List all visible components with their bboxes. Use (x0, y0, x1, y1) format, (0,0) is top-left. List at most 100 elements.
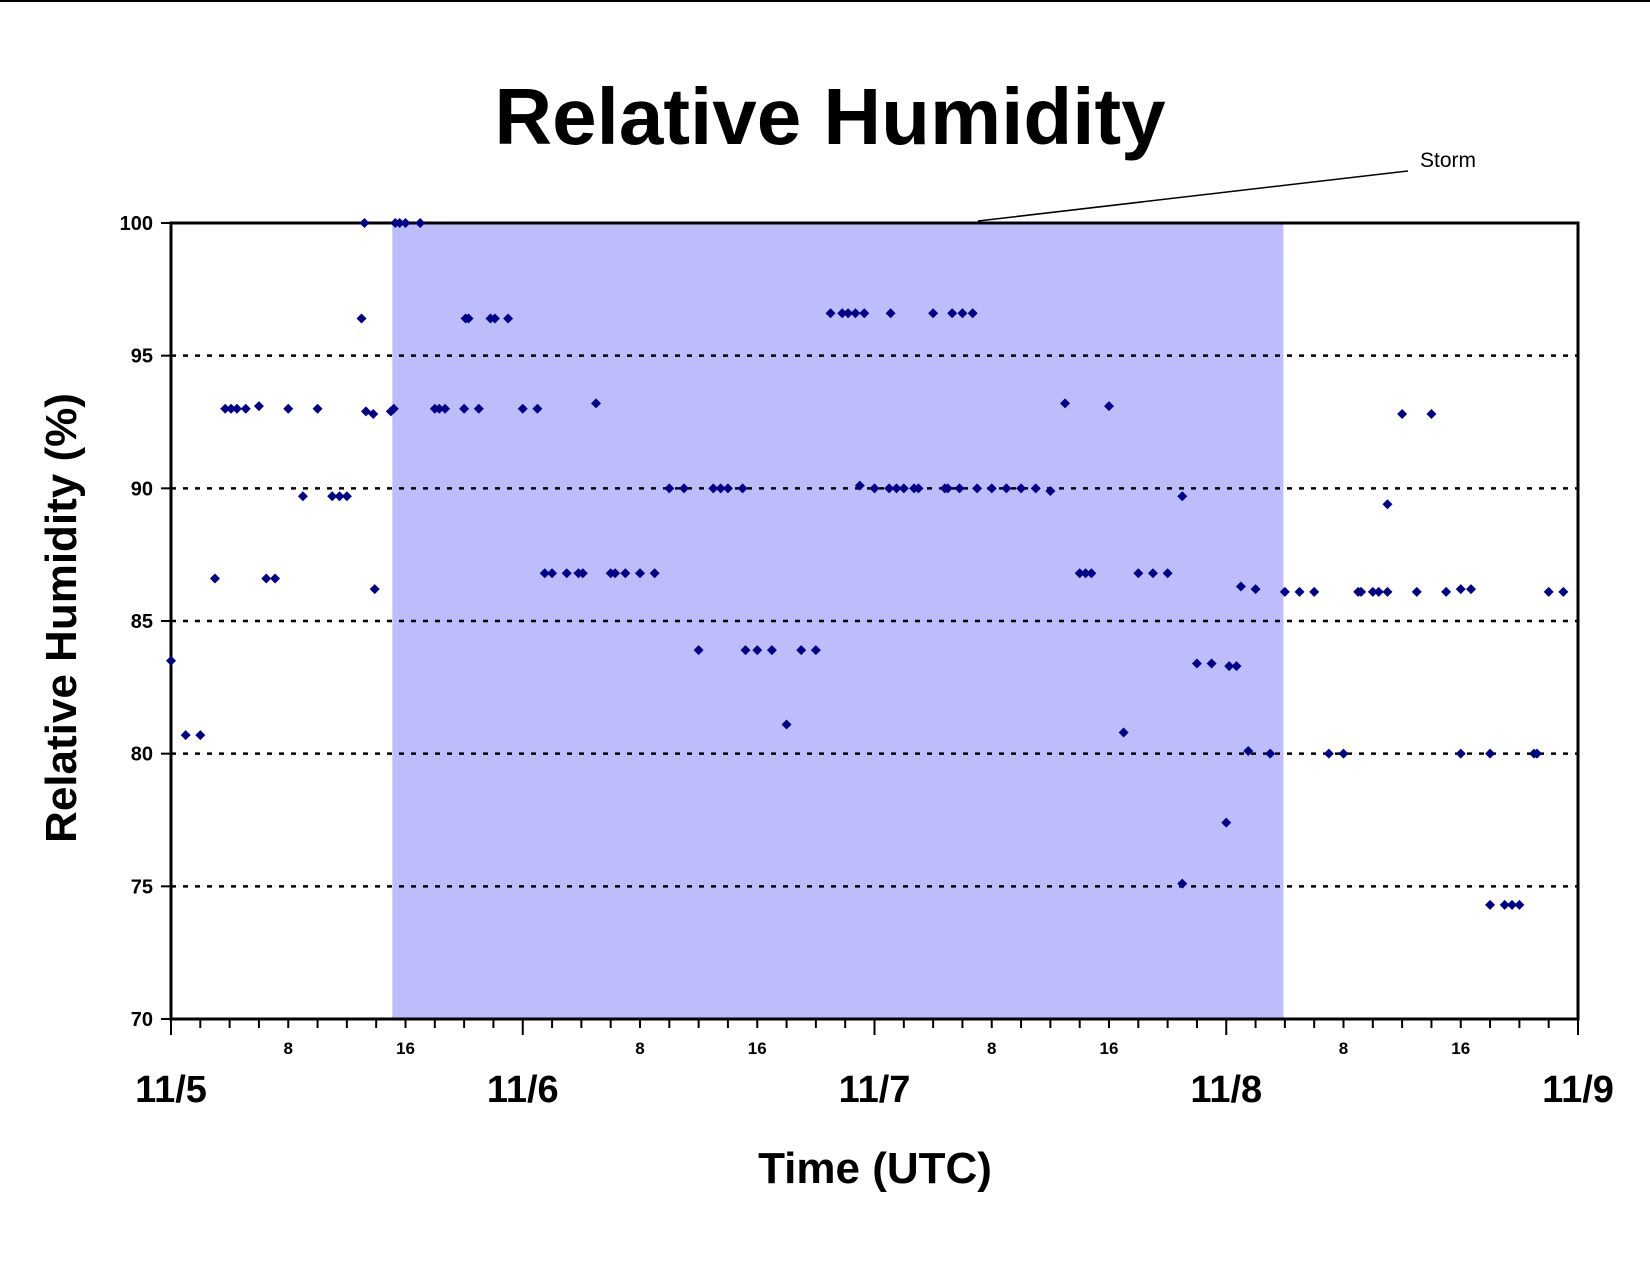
data-point-129 (1485, 899, 1496, 910)
data-point-108 (1250, 584, 1261, 595)
data-point-64 (825, 308, 836, 319)
data-point-98 (1162, 568, 1173, 579)
data-point-25 (394, 218, 405, 228)
data-point-39 (532, 403, 543, 414)
x-major-label-11-5: 11/5 (135, 1069, 207, 1111)
data-point-88 (1030, 483, 1041, 494)
y-axis-title: Relative Humidity (%) (37, 393, 86, 843)
top-border (0, 0, 1650, 2)
x-major-label-11-9: 11/9 (1542, 1069, 1614, 1111)
data-point-2 (195, 730, 206, 741)
x-major-label-11-8: 11/8 (1190, 1069, 1262, 1111)
data-point-80 (947, 308, 958, 319)
data-point-34 (473, 403, 484, 414)
data-point-86 (1001, 483, 1012, 494)
data-point-97 (1147, 568, 1158, 579)
x-minor-label-40: 16 (748, 1039, 767, 1058)
data-point-126 (1455, 584, 1466, 595)
data-point-59 (752, 645, 763, 656)
storm-annotation-label: Storm (1420, 149, 1476, 172)
data-point-60 (766, 645, 777, 656)
data-point-84 (972, 483, 983, 494)
x-axis-title: Time (UTC) (758, 1144, 992, 1193)
data-point-109 (1265, 748, 1276, 759)
data-point-9 (261, 573, 272, 584)
data-point-72 (885, 308, 896, 319)
data-point-112 (1309, 586, 1320, 597)
data-point-47 (610, 568, 621, 579)
data-point-94 (1104, 401, 1114, 412)
data-point-77 (928, 308, 939, 319)
data-point-48 (620, 568, 631, 579)
data-point-117 (1367, 586, 1378, 597)
data-point-105 (1231, 661, 1242, 672)
data-point-67 (850, 308, 861, 319)
data-point-54 (708, 483, 719, 494)
x-minor-label-80: 8 (1339, 1039, 1348, 1058)
data-point-52 (678, 483, 689, 494)
data-point-36 (489, 313, 500, 324)
data-point-124 (1441, 586, 1452, 597)
data-point-53 (693, 645, 704, 656)
data-point-27 (415, 218, 426, 228)
data-point-26 (400, 218, 411, 228)
data-point-10 (270, 573, 281, 584)
y-tick-label-100: 100 (120, 213, 153, 235)
data-point-58 (740, 645, 751, 656)
data-point-101 (1191, 658, 1202, 669)
data-points (166, 218, 1569, 910)
x-minor-label-32: 8 (635, 1039, 644, 1058)
data-point-50 (649, 568, 660, 579)
data-point-107 (1243, 746, 1254, 757)
data-point-90 (1060, 398, 1071, 409)
data-point-96 (1133, 568, 1144, 579)
data-point-71 (884, 483, 895, 494)
data-point-131 (1507, 899, 1518, 910)
data-point-37 (503, 313, 514, 324)
storm-annotation-line (977, 170, 1409, 222)
data-point-123 (1426, 409, 1437, 420)
data-point-70 (869, 483, 880, 494)
data-point-83 (967, 308, 978, 319)
data-point-87 (1016, 483, 1027, 494)
data-point-63 (810, 645, 821, 656)
data-point-62 (796, 645, 807, 656)
data-point-103 (1221, 817, 1232, 828)
data-point-132 (1514, 899, 1525, 910)
data-point-15 (334, 491, 345, 502)
data-point-56 (722, 483, 733, 494)
y-tick-label-70: 70 (131, 1009, 153, 1031)
data-point-30 (440, 403, 451, 414)
data-point-3 (209, 573, 220, 584)
data-point-8 (253, 401, 264, 412)
data-point-118 (1373, 586, 1384, 597)
data-point-49 (635, 568, 645, 579)
data-point-127 (1466, 584, 1477, 595)
data-point-33 (463, 313, 474, 324)
data-point-23 (388, 403, 399, 414)
data-point-113 (1323, 748, 1334, 759)
data-point-20 (368, 409, 379, 420)
data-point-51 (664, 483, 675, 494)
data-point-106 (1235, 581, 1246, 592)
data-point-99 (1177, 878, 1188, 889)
data-point-95 (1118, 727, 1129, 738)
data-point-119 (1382, 586, 1393, 597)
data-point-6 (231, 403, 242, 414)
x-major-label-11-6: 11/6 (487, 1069, 559, 1111)
y-tick-label-85: 85 (131, 611, 153, 633)
data-point-4 (220, 403, 231, 414)
data-point-38 (517, 403, 528, 414)
data-point-74 (898, 483, 909, 494)
data-point-134 (1531, 748, 1542, 759)
data-point-128 (1485, 748, 1496, 759)
data-point-29 (434, 403, 445, 414)
y-tick-label-80: 80 (131, 744, 153, 766)
data-point-14 (327, 491, 338, 502)
data-point-68 (854, 480, 865, 491)
data-point-76 (913, 483, 924, 494)
data-point-57 (737, 483, 748, 494)
data-point-1 (180, 730, 191, 741)
x-minor-label-56: 8 (987, 1039, 996, 1058)
